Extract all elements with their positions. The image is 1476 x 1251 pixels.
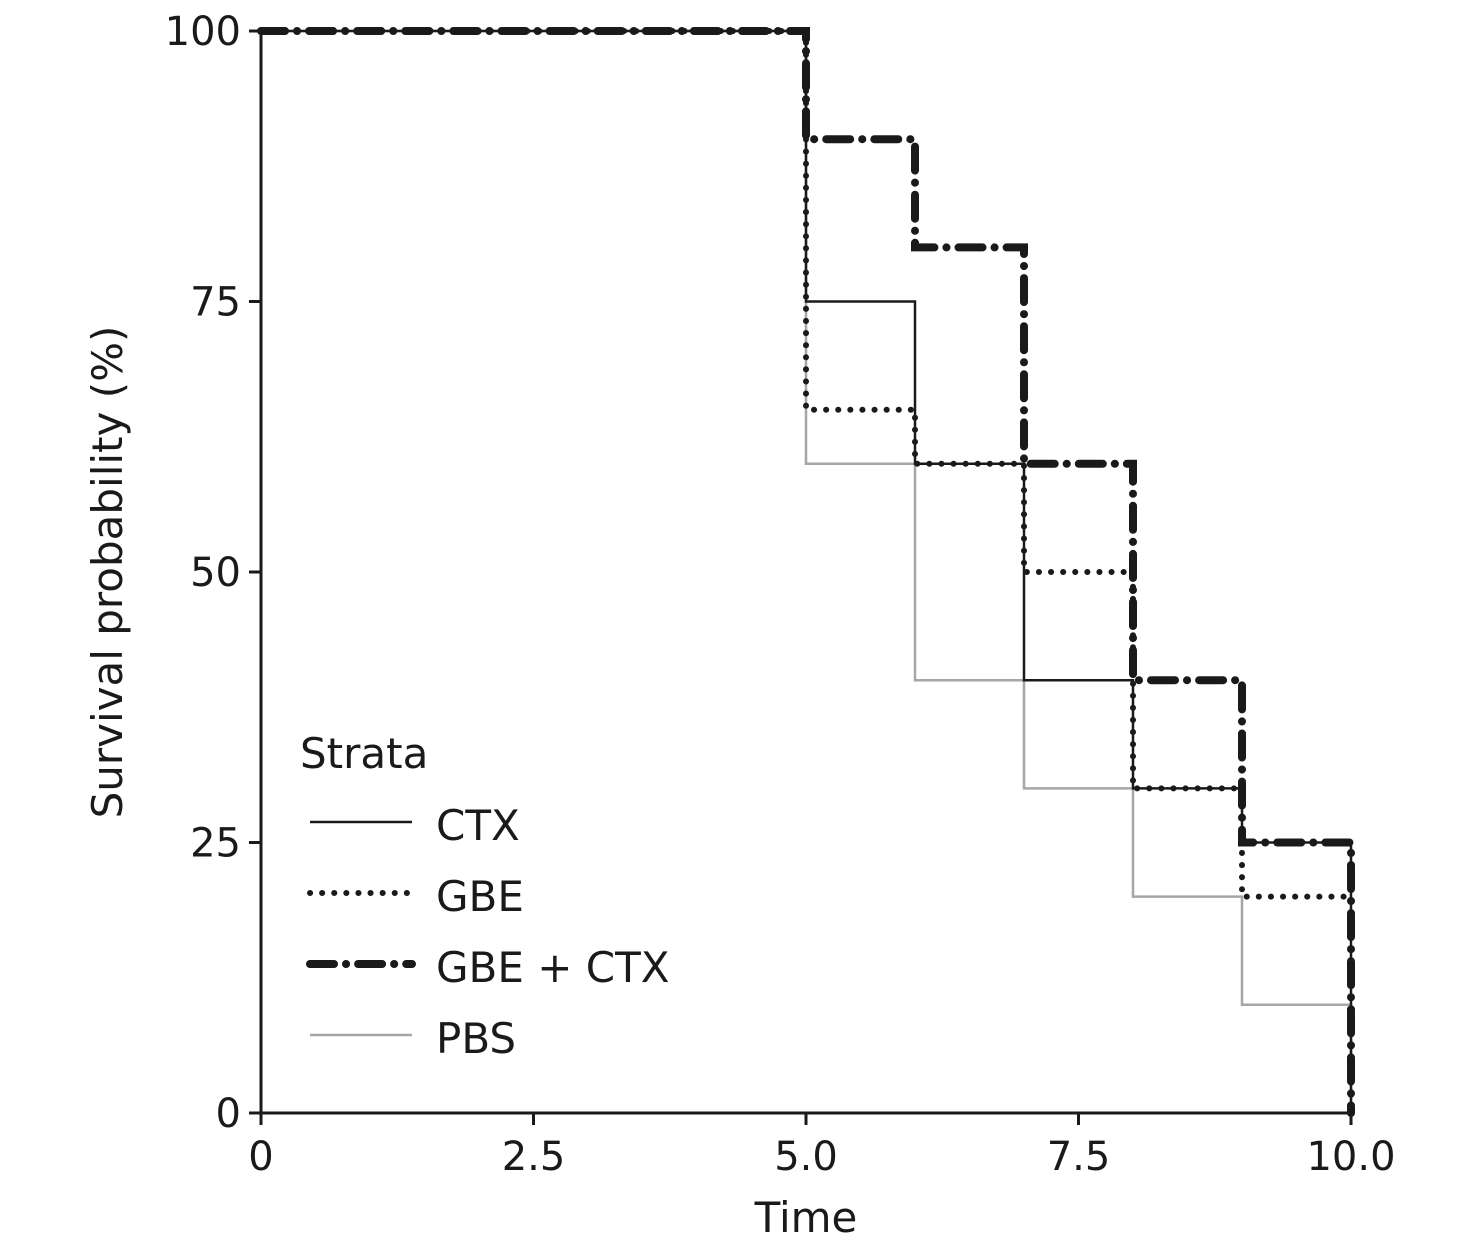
series-line-gbe [258,28,1354,1116]
x-tick-label: 7.5 [1047,1134,1111,1180]
y-tick-label: 25 [190,821,241,867]
legend-label: GBE + CTX [436,943,670,992]
y-tick-label: 0 [216,1091,241,1137]
series-line-pbs [261,29,1353,1113]
x-tick-label: 2.5 [502,1134,566,1180]
x-tick-label: 10.0 [1306,1134,1395,1180]
y-axis-label: Survival probability (%) [83,326,132,819]
y-tick-label: 75 [190,280,241,326]
x-tick-label: 0 [248,1134,273,1180]
series-line-ctx [261,29,1353,1113]
legend: Strata CTX GBE GBE + CTX PBS [300,729,670,1063]
x-tick-label: 5.0 [774,1134,838,1180]
ticks-layer: 0 2.5 5.0 7.5 10.0 0 25 50 75 100 [165,9,1396,1180]
legend-label: CTX [436,801,520,850]
x-axis-label: Time [754,1193,858,1242]
y-tick-label: 50 [190,550,241,596]
legend-title: Strata [300,729,428,778]
series-layer [257,27,1355,1117]
y-tick-label: 100 [165,9,241,55]
legend-label: PBS [436,1014,516,1063]
series-line-gbe-ctx [257,27,1355,1117]
legend-label: GBE [436,872,524,921]
